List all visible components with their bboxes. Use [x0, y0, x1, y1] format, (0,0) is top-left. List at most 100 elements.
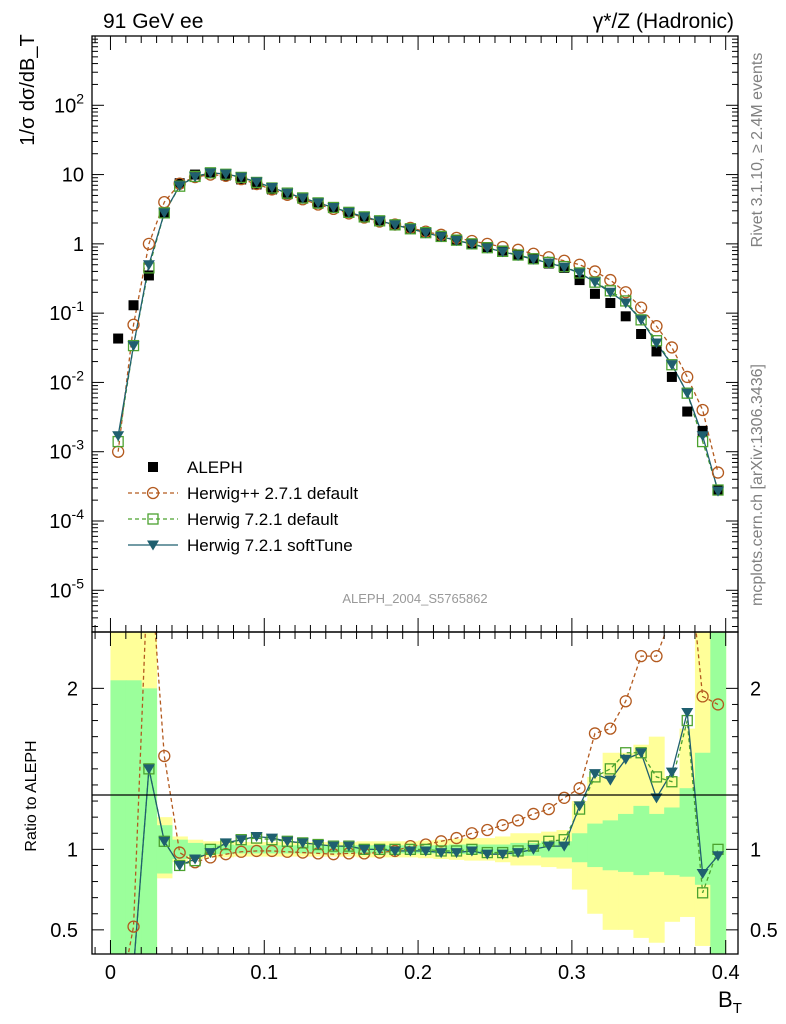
herwig-2-7-1-default-point [665, 341, 679, 354]
ratio-y-tick-label-right: 1 [750, 839, 761, 861]
axis-tick-labels: 10-5 10-4 10-3 10-2 10-1 1 10 102 0.5 0.5 1 1 2 2 0 0.1… [49, 90, 778, 984]
herwig-2-7-1-default-point [696, 403, 709, 417]
herwig-7-2-1-softtune-point [173, 181, 186, 192]
herwig-2-7-1-default-ratio-point [127, 920, 140, 933]
herwig-7-2-1-softtune-ratio-point [481, 849, 494, 860]
herwig-2-7-1-default-ratio-point [666, 610, 677, 621]
herwig-2-7-1-default-ratio-point [711, 698, 725, 711]
y-tick-label: 10-5 [49, 575, 84, 602]
herwig-2-7-1-default-ratio-point [573, 782, 586, 795]
stat-uncertainty-band [571, 833, 588, 863]
herwig-7-2-1-softtune-ratio-point [542, 841, 555, 852]
header-right: γ*/Z (Hadronic) [593, 10, 734, 33]
herwig-7-2-1-softtune-ratio-point [342, 841, 355, 852]
herwig-7-2-1-softtune-point [465, 239, 478, 250]
herwig-7-2-1-softtune-point [450, 235, 463, 246]
herwig-2-7-1-default-ratio-point [250, 844, 263, 858]
aleph-point [682, 406, 693, 417]
aleph-point [589, 288, 600, 299]
herwig-2-7-1-default-point [604, 273, 617, 287]
herwig-7-2-1-softtune-point [527, 254, 540, 265]
ratio-ylabel: Ratio to ALEPH [23, 740, 40, 851]
ratio-y-tick-label: 2 [67, 678, 78, 700]
herwig-2-7-1-default-ratio-point [634, 650, 648, 663]
herwig-7-2-1-softtune-point [404, 224, 417, 235]
x-tick-label: 0.3 [558, 962, 586, 984]
herwig-7-2-1-softtune-point [219, 169, 232, 180]
herwig-2-7-1-default-ratio-point [588, 727, 602, 740]
main-ylabel: 1/σ dσ/dB_T [17, 34, 39, 145]
analysis-tag: ALEPH_2004_S5765862 [342, 591, 487, 606]
stat-uncertainty-band [479, 844, 496, 855]
legend-marker-aleph [148, 462, 158, 472]
herwig-2-7-1-default-ratio-point [481, 823, 494, 837]
herwig-7-2-1-softtune-ratio-point [112, 999, 124, 1009]
x-axis-label: BT [718, 987, 742, 1017]
y-tick-label: 10-1 [49, 298, 84, 325]
y-tick-label: 10-2 [49, 367, 84, 394]
stat-uncertainty-band [679, 788, 696, 877]
herwig-7-2-1-softtune-ratio-point [189, 854, 202, 865]
herwig-7-2-1-softtune-ratio-point [496, 849, 509, 860]
herwig-7-2-1-softtune-ratio-point [219, 838, 232, 849]
herwig-7-2-1-softtune-ratio-point [296, 838, 309, 849]
herwig-7-2-1-softtune-point [189, 172, 202, 183]
herwig-2-7-1-default-ratio-point [619, 695, 632, 708]
stat-uncertainty-band [125, 680, 142, 954]
herwig-7-2-1-softtune-ratio-point [465, 846, 478, 857]
herwig-7-2-1-softtune-point [619, 298, 632, 309]
herwig-7-2-1-softtune-point [681, 388, 694, 399]
herwig-2-7-1-default-ratio-point [650, 650, 663, 663]
herwig-7-2-1-softtune-point [158, 208, 171, 219]
herwig-7-2-1-softtune-ratio-point [312, 840, 325, 851]
herwig-7-2-1-softtune-point [235, 172, 248, 183]
legend-label-herwig-7-2-1-softtune: Herwig 7.2.1 softTune [187, 536, 353, 555]
stat-uncertainty-band [233, 845, 250, 854]
legend-marker-herwig-7-2-1-softtune [147, 540, 159, 551]
y-tick-label: 1 [73, 234, 84, 256]
herwig-7-2-1-default-ratio-point [604, 763, 616, 775]
y-tick-label: 10-4 [49, 506, 84, 533]
herwig-2-7-1-default-point [711, 466, 725, 479]
main-series-markers [111, 167, 725, 497]
herwig-7-2-1-default-ratio-point [696, 887, 709, 899]
herwig-7-2-1-softtune-point [204, 168, 217, 179]
aleph-point [574, 275, 585, 286]
herwig-7-2-1-softtune-point [558, 262, 571, 273]
herwig-2-7-1-default-point [634, 301, 648, 314]
herwig-2-7-1-default-point [142, 237, 156, 251]
herwig-7-2-1-softtune-point [665, 360, 678, 371]
herwig-7-2-1-softtune-point [573, 268, 586, 279]
stat-uncertainty-band [171, 839, 188, 860]
herwig-7-2-1-softtune-ratio-point [327, 841, 340, 852]
stat-uncertainty-band [648, 813, 665, 872]
herwig-7-2-1-softtune-ratio-point [235, 835, 248, 846]
herwig-2-7-1-default-ratio-point [173, 846, 186, 859]
herwig-7-2-1-softtune-point [435, 232, 448, 243]
stat-uncertainty-band [264, 845, 281, 854]
herwig-7-2-1-softtune-point [373, 216, 386, 227]
aleph-point [620, 311, 631, 322]
herwig-2-7-1-default-point [681, 370, 694, 384]
herwig-2-7-1-default-ratio-point [496, 819, 509, 832]
herwig-7-2-1-softtune-point [588, 277, 601, 288]
herwig-7-2-1-softtune-ratio-point [527, 844, 540, 855]
herwig-2-7-1-default-ratio-point [113, 1002, 124, 1013]
herwig-7-2-1-softtune-ratio-point [712, 851, 725, 862]
stat-uncertainty-band [295, 845, 311, 854]
aleph-point [636, 329, 647, 339]
herwig-2-7-1-default-ratio-point [558, 791, 571, 804]
herwig-7-2-1-softtune-ratio-point [558, 841, 571, 852]
y-tick-label: 102 [54, 90, 84, 117]
herwig-7-2-1-softtune-ratio-point [604, 775, 617, 786]
herwig-7-2-1-softtune-ratio-point [665, 767, 678, 778]
herwig-2-7-1-default-ratio-line [127, 632, 719, 954]
ratio-y-tick-label-right: 0.5 [750, 920, 778, 942]
aleph-point [143, 270, 154, 281]
ratio-y-tick-label-right: 2 [750, 678, 761, 700]
herwig-2-7-1-default-ratio-point [696, 690, 709, 703]
legend-label-aleph: ALEPH [187, 458, 243, 477]
herwig-7-2-1-softtune-ratio-point [588, 769, 601, 780]
herwig-2-7-1-default-point [619, 286, 632, 299]
herwig-7-2-1-softtune-point [604, 287, 617, 298]
